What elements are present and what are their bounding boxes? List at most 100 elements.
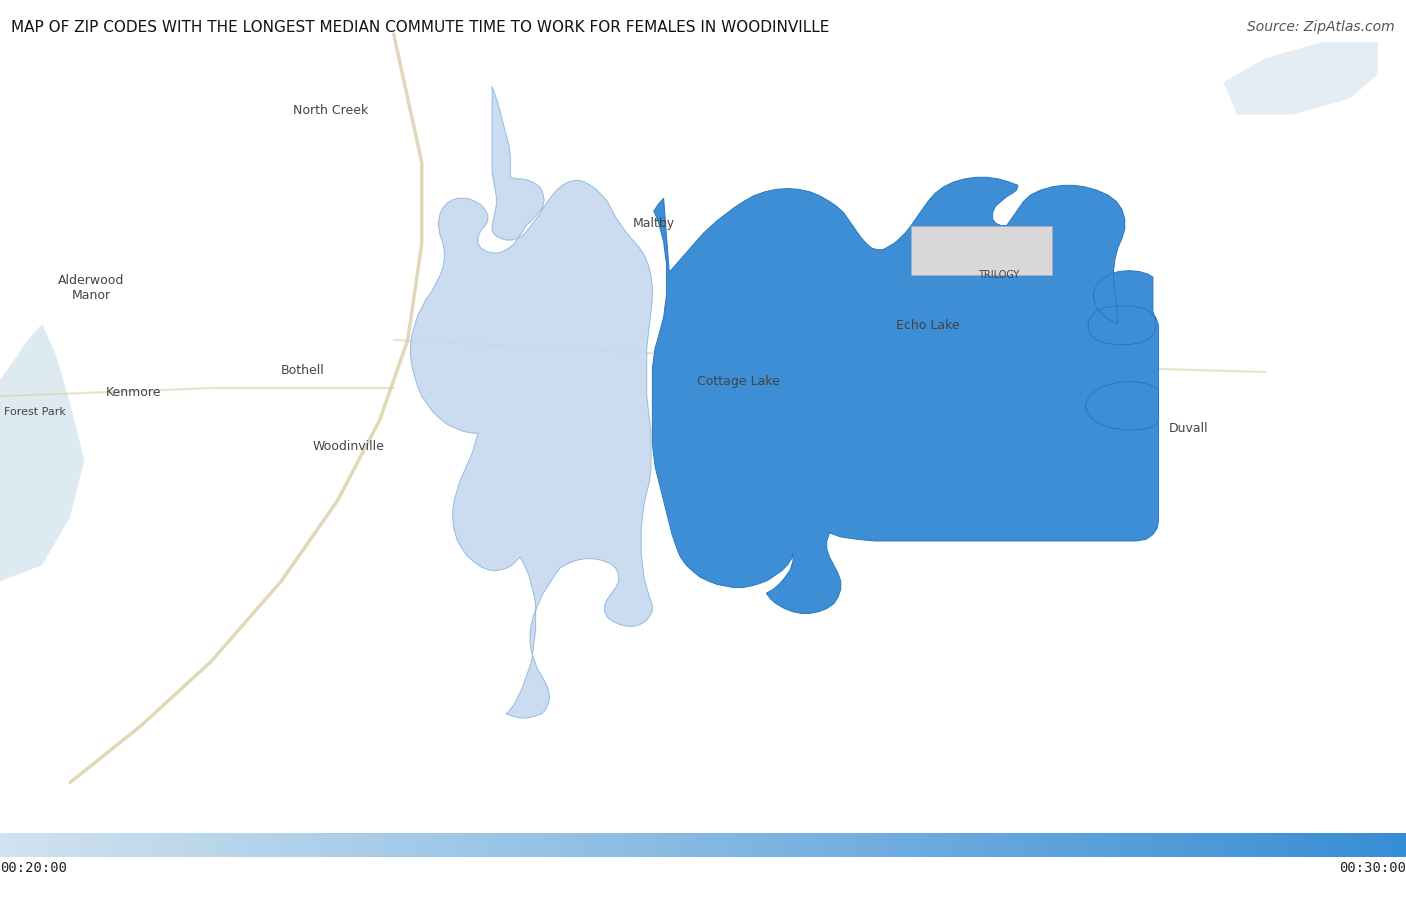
Bar xyxy=(728,833,734,857)
Bar xyxy=(1010,833,1015,857)
Bar xyxy=(138,833,143,857)
Bar xyxy=(461,833,467,857)
Bar xyxy=(91,833,98,857)
Bar xyxy=(1298,833,1303,857)
Bar xyxy=(510,833,516,857)
Bar xyxy=(1354,833,1360,857)
Bar xyxy=(143,833,150,857)
Bar xyxy=(478,833,484,857)
Bar xyxy=(1045,833,1050,857)
Bar xyxy=(335,833,340,857)
Bar xyxy=(436,833,441,857)
Bar xyxy=(396,833,404,857)
Bar xyxy=(1104,833,1111,857)
Text: Forest Park: Forest Park xyxy=(4,407,66,417)
Bar xyxy=(1301,833,1308,857)
Bar xyxy=(105,833,112,857)
Bar xyxy=(323,833,329,857)
Bar xyxy=(87,833,94,857)
Bar xyxy=(17,833,24,857)
Bar xyxy=(886,833,891,857)
Bar xyxy=(1277,833,1282,857)
Bar xyxy=(801,833,807,857)
Bar xyxy=(1080,833,1085,857)
Text: 00:30:00: 00:30:00 xyxy=(1339,861,1406,876)
Bar xyxy=(354,833,361,857)
Bar xyxy=(1294,833,1299,857)
Bar xyxy=(513,833,520,857)
Bar xyxy=(101,833,108,857)
Bar xyxy=(1153,833,1159,857)
Bar xyxy=(340,833,347,857)
Bar xyxy=(1066,833,1071,857)
Bar xyxy=(1286,833,1294,857)
Bar xyxy=(520,833,527,857)
Bar xyxy=(274,833,281,857)
Bar xyxy=(70,833,77,857)
Bar xyxy=(271,833,277,857)
Bar xyxy=(991,833,997,857)
Text: Woodinville: Woodinville xyxy=(312,440,385,452)
Bar xyxy=(546,833,551,857)
Bar xyxy=(911,833,917,857)
Bar xyxy=(391,833,396,857)
Bar xyxy=(134,833,141,857)
Bar xyxy=(127,833,132,857)
Bar xyxy=(285,833,291,857)
Bar xyxy=(495,833,502,857)
Bar xyxy=(846,833,853,857)
Bar xyxy=(977,833,983,857)
Text: North Creek: North Creek xyxy=(292,104,368,117)
Bar xyxy=(1174,833,1181,857)
Bar xyxy=(734,833,741,857)
Bar xyxy=(242,833,249,857)
Bar xyxy=(794,833,800,857)
Bar xyxy=(1216,833,1223,857)
Bar xyxy=(785,833,790,857)
Bar xyxy=(1251,833,1257,857)
Bar xyxy=(883,833,889,857)
Bar xyxy=(1164,833,1170,857)
Bar xyxy=(53,833,59,857)
Bar xyxy=(808,833,814,857)
Bar xyxy=(433,833,439,857)
Bar xyxy=(865,833,870,857)
Bar xyxy=(1227,833,1233,857)
Bar xyxy=(330,833,337,857)
Bar xyxy=(503,833,509,857)
Bar xyxy=(640,833,647,857)
Bar xyxy=(752,833,759,857)
Bar xyxy=(605,833,612,857)
Bar xyxy=(471,833,478,857)
Text: 00:20:00: 00:20:00 xyxy=(0,861,67,876)
Bar xyxy=(756,833,762,857)
Bar xyxy=(658,833,664,857)
Bar xyxy=(973,833,980,857)
Bar xyxy=(1178,833,1184,857)
Bar xyxy=(686,833,692,857)
Bar xyxy=(1090,833,1097,857)
Bar xyxy=(1392,833,1398,857)
Bar xyxy=(661,833,666,857)
Bar xyxy=(485,833,492,857)
Bar xyxy=(598,833,605,857)
Bar xyxy=(82,833,87,857)
Bar xyxy=(717,833,723,857)
Bar xyxy=(738,833,745,857)
Bar xyxy=(169,833,174,857)
Bar xyxy=(534,833,540,857)
Bar xyxy=(176,833,183,857)
Bar xyxy=(790,833,797,857)
Bar xyxy=(115,833,122,857)
Bar xyxy=(1005,833,1011,857)
Bar xyxy=(650,833,657,857)
Bar xyxy=(1256,833,1261,857)
Bar xyxy=(152,833,157,857)
Bar xyxy=(1073,833,1078,857)
Bar xyxy=(1114,833,1121,857)
Bar xyxy=(1026,833,1032,857)
Bar xyxy=(309,833,315,857)
Bar xyxy=(214,833,221,857)
Bar xyxy=(11,833,17,857)
Bar xyxy=(745,833,751,857)
